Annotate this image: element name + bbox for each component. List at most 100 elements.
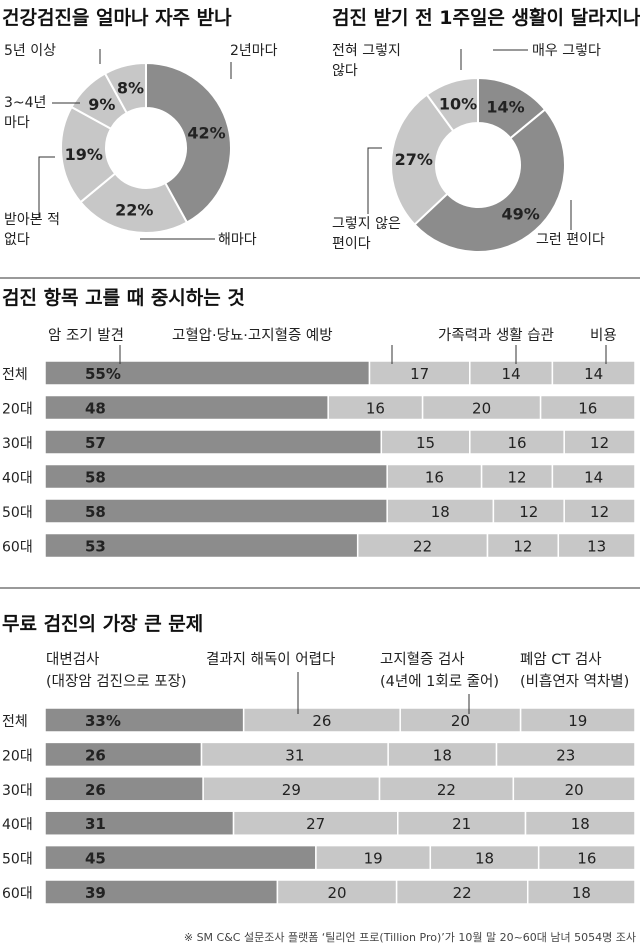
bar-segment (469, 360, 554, 386)
bar-value-label: 16 (578, 400, 597, 418)
donut-slice-value: 9% (88, 95, 115, 114)
bar-segment (44, 498, 388, 524)
bar-segment (551, 360, 636, 386)
category-label: 20대 (2, 402, 33, 418)
footnote: ※ SM C&C 설문조사 플랫폼 ‘틸리언 프로(Tillion Pro)’가… (184, 931, 636, 944)
bar-segment (387, 741, 498, 768)
bar-segment (44, 844, 317, 871)
series-label: 폐암 CT 검사 (비흡연자 역차별) (520, 651, 629, 690)
bar-value-label: 22 (413, 538, 432, 556)
bar-value-label: 12 (507, 469, 526, 487)
bar-segment (539, 394, 636, 421)
bar-value-label: 16 (425, 469, 444, 487)
bar-value-label: 18 (475, 850, 494, 868)
bar-segment (200, 741, 389, 768)
bar-value-label: 19 (568, 712, 587, 730)
bar-value-label: 29 (282, 781, 301, 799)
bar-segment (44, 810, 235, 836)
bar-value-label: 12 (519, 503, 538, 521)
category-label: 60대 (2, 540, 33, 556)
donut-slice-label: 3~4년 마다 (4, 95, 46, 131)
bar-segment (495, 741, 636, 768)
bar-segment (557, 532, 636, 559)
bar-value-label: 20 (451, 712, 470, 730)
bar-segment (486, 532, 560, 559)
category-label: 30대 (2, 783, 33, 799)
bar-value-label: 22 (437, 781, 456, 799)
bar-value-label: 13 (587, 538, 606, 556)
bar-segment (537, 844, 636, 871)
bar-value-label: 45 (85, 850, 106, 868)
bar-value-label: 20 (327, 884, 346, 902)
category-label: 전체 (2, 714, 28, 730)
bar-value-label: 27 (306, 815, 325, 833)
bar-segment (276, 879, 398, 905)
bar-value-label: 31 (285, 746, 304, 764)
bar-value-label: 26 (312, 712, 331, 730)
bar-chart-priorities-title: 검진 항목 고를 때 중시하는 것 (2, 287, 245, 309)
bar-segment (563, 429, 636, 455)
bar-value-label: 12 (590, 434, 609, 452)
bar-chart-problems: 무료 검진의 가장 큰 문제 대변검사 (대장암 검진으로 포장) 결과지 해독이 … (2, 613, 636, 905)
donut-slice-value: 10% (439, 95, 477, 114)
donut-lifestyle-slices: 14% 49% 27% 10% (390, 76, 566, 253)
bar-segment (315, 844, 432, 871)
bar-chart-problems-bars: 대변검사 (대장암 검진으로 포장) 결과지 해독이 어렵다 고지혈증 검사 (4년에 … (2, 651, 636, 905)
bar-segment (44, 707, 245, 733)
series-label: 결과지 해독이 어렵다 (206, 651, 335, 668)
bar-segment (563, 498, 636, 524)
bar-segment (469, 429, 565, 455)
bar-value-label: 20 (565, 781, 584, 799)
bar-value-label: 14 (502, 365, 521, 383)
donut-slice-value: 8% (117, 78, 144, 97)
bar-value-label: 16 (507, 434, 526, 452)
donut-slice-label: 전혀 그렇지 않다 (332, 43, 401, 79)
bar-value-label: 22 (453, 884, 472, 902)
bar-value-label: 16 (577, 850, 596, 868)
bar-segment (386, 463, 483, 490)
donut-frequency-title: 건강검진을 얼마나 자주 받나 (2, 7, 232, 29)
series-label: 고지혈증 검사 (4년에 1회로 줄어) (380, 651, 499, 690)
bar-segment (44, 360, 371, 386)
category-label: 20대 (2, 748, 33, 764)
category-label: 40대 (2, 471, 33, 487)
donut-slice-value: 14% (486, 98, 524, 117)
donut-slice-label: 받아본 적 없다 (4, 212, 60, 248)
donut-slice-value: 49% (502, 204, 540, 223)
bar-segment (368, 360, 471, 386)
bar-value-label: 14 (584, 469, 603, 487)
donut-slice-label: 2년마다 (230, 43, 278, 59)
donut-slice-value: 22% (115, 200, 153, 219)
bar-value-label: 57 (85, 434, 106, 452)
bar-value-label: 39 (85, 884, 106, 902)
bar-segment (44, 879, 279, 905)
bar-value-label: 18 (431, 503, 450, 521)
series-label: 대변검사 (대장암 검진으로 포장) (46, 651, 187, 690)
bar-value-label: 12 (590, 503, 609, 521)
bar-segment (421, 394, 542, 421)
donut-slice-label: 5년 이상 (4, 43, 56, 59)
donut-slice (390, 93, 455, 226)
bar-segment (395, 879, 529, 905)
bar-segment (524, 810, 636, 836)
bar-segment (44, 741, 203, 768)
series-label: 암 조기 발견 (48, 327, 124, 344)
donut-slice-value: 27% (395, 150, 433, 169)
bar-chart-problems-title: 무료 검진의 가장 큰 문제 (2, 613, 203, 635)
donut-slice (103, 61, 147, 115)
series-label: 가족력과 생활 습관 (438, 327, 554, 344)
bar-value-label: 33% (85, 712, 121, 730)
bar-value-label: 14 (584, 365, 603, 383)
bar-segment (512, 776, 636, 802)
category-label: 50대 (2, 505, 33, 521)
bar-value-label: 55% (85, 365, 121, 383)
bar-segment (386, 498, 495, 524)
donut-slice (79, 172, 189, 234)
series-label: 비용 (590, 327, 617, 344)
bar-value-label: 18 (571, 815, 590, 833)
category-label: 40대 (2, 817, 33, 833)
